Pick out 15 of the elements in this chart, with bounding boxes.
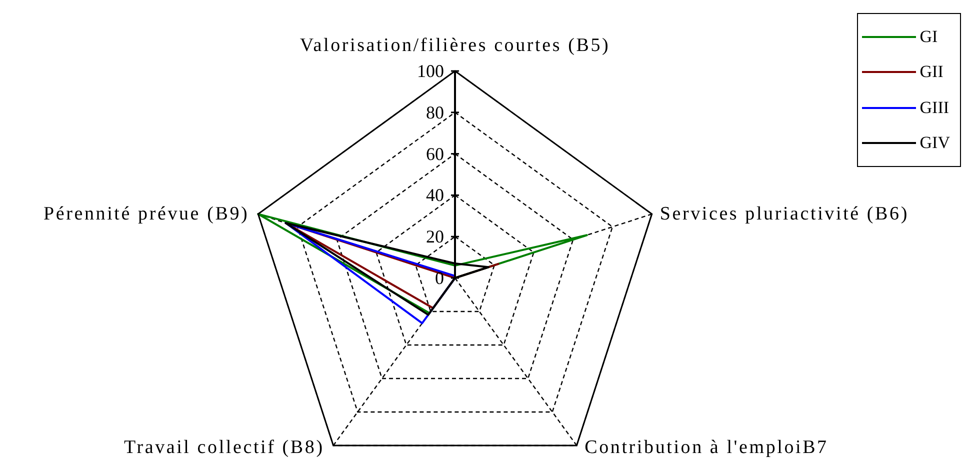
spoke-label: Contribution à l'emploiB7 — [584, 436, 828, 458]
y-tick-label: 0 — [435, 268, 444, 288]
y-tick-label: 60 — [426, 144, 444, 164]
legend-label: GIV — [920, 133, 950, 154]
spoke-label: Pérennité prévue (B9) — [44, 204, 250, 225]
legend-label: GII — [920, 62, 944, 82]
y-tick-label: 100 — [417, 61, 444, 81]
legend-label: GIII — [920, 98, 950, 118]
y-tick-label: 80 — [426, 102, 444, 122]
y-tick-label: 20 — [426, 226, 444, 247]
spoke-label: Services pluriactivité (B6) — [660, 204, 909, 225]
legend-label: GI — [920, 26, 938, 47]
spoke-label: Travail collectif (B8) — [124, 436, 324, 458]
spoke-label: Valorisation/filières courtes (B5) — [300, 35, 610, 56]
y-tick-label: 40 — [426, 185, 444, 206]
